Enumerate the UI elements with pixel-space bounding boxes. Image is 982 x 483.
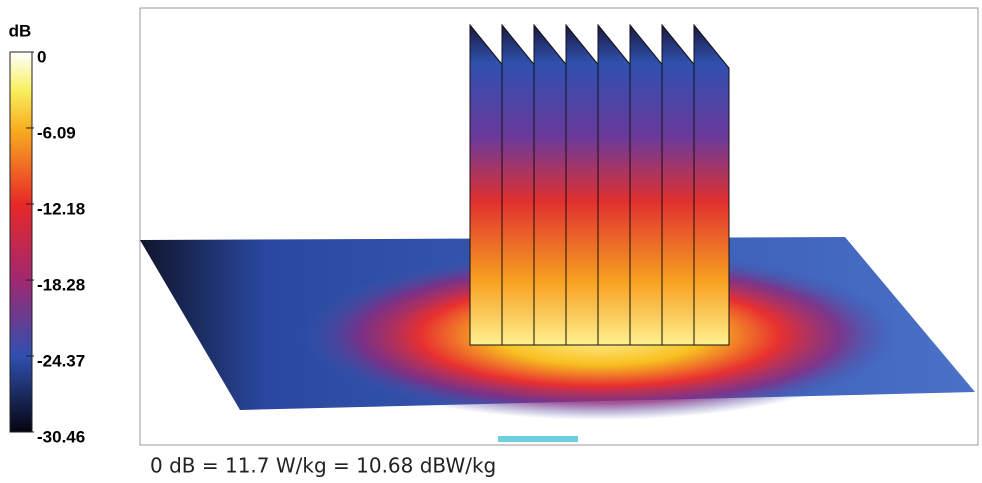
fin: [661, 23, 698, 346]
colorbar-tick-label: -6.09: [37, 123, 76, 142]
fin: [533, 23, 570, 346]
colorbar-tick-label: 0: [37, 47, 46, 66]
colorbar-tick-label: -18.28: [37, 276, 85, 295]
fin: [629, 23, 666, 346]
fin: [597, 23, 634, 346]
fin: [693, 23, 730, 346]
feed-marker: [498, 436, 578, 442]
colorbar: [9, 51, 33, 433]
colorbar-tick-label: -30.46: [37, 427, 85, 446]
fin: [565, 23, 602, 346]
colorbar-title: dB: [9, 21, 32, 40]
fin: [469, 23, 506, 346]
caption: 0 dB = 11.7 W/kg = 10.68 dBW/kg: [150, 454, 496, 478]
colorbar-tick-label: -24.37: [37, 352, 85, 371]
fins: [469, 23, 730, 346]
fin: [501, 23, 538, 346]
colorbar-tick-label: -12.18: [37, 199, 85, 218]
